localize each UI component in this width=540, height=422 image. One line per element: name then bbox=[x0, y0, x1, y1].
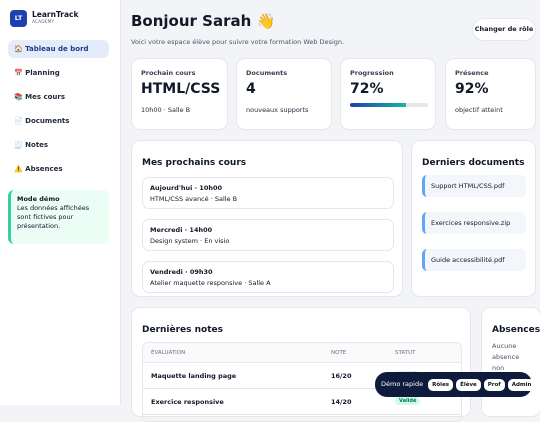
documents-card: Derniers documents Support HTML/CSS.pdf E… bbox=[411, 140, 536, 297]
progress-track bbox=[350, 103, 428, 107]
demo-note-text: Les données affichées sont fictives pour… bbox=[17, 204, 90, 230]
stat-label: Documents bbox=[246, 69, 288, 77]
grades-title: Dernières notes bbox=[142, 325, 223, 335]
documents-title: Derniers documents bbox=[422, 158, 525, 168]
brand-tagline: ACADEMY bbox=[32, 20, 55, 25]
table-cell: Exercice responsive bbox=[151, 398, 224, 406]
demo-bar-button[interactable]: Élève bbox=[456, 379, 481, 391]
stat-value: 4 bbox=[246, 81, 256, 97]
stat-card: Documents 4 nouveaux supports bbox=[236, 58, 332, 130]
nav-item[interactable]: 🧾 Notes bbox=[14, 141, 49, 149]
page-title: Bonjour Sarah 👋 bbox=[131, 12, 276, 30]
nav-item[interactable]: ⚠️ Absences bbox=[14, 165, 63, 173]
table-cell: 16/20 bbox=[331, 372, 352, 380]
table-header-cell: STATUT bbox=[395, 350, 416, 356]
demo-bar: Démo rapide Rôles Élève Prof Admin bbox=[375, 372, 536, 397]
absences-card: Absences Aucune absence non justifiée bbox=[481, 307, 540, 417]
demo-bar-button[interactable]: Rôles bbox=[428, 379, 454, 391]
progress-fill bbox=[350, 103, 407, 107]
stat-value: 92% bbox=[455, 81, 489, 97]
course-when: Vendredi · 09h30 bbox=[150, 268, 213, 276]
nav-item[interactable]: 🏠 Tableau de bord bbox=[8, 40, 109, 58]
course-what: Atelier maquette responsive · Salle A bbox=[150, 279, 271, 287]
table-header: ÉVALUATION NOTE STATUT bbox=[143, 343, 461, 363]
demo-note-title: Mode démo bbox=[17, 195, 60, 203]
status-badge: Validé bbox=[395, 397, 421, 405]
demo-bar-label: Démo rapide bbox=[381, 380, 424, 388]
course-when: Mercredi · 14h00 bbox=[150, 226, 213, 234]
stat-detail: 10h00 · Salle B bbox=[141, 106, 191, 114]
table-cell: Maquette landing page bbox=[151, 372, 237, 380]
grades-card: Dernières notes ÉVALUATION NOTE STATUT Maqu… bbox=[131, 307, 471, 422]
courses-title: Mes prochains cours bbox=[142, 158, 247, 168]
stat-label: Prochain cours bbox=[141, 69, 196, 77]
page-subtitle: Voici votre espace élève pour suivre vot… bbox=[131, 38, 345, 46]
demo-note: Mode démo Les données affichées sont fic… bbox=[8, 190, 109, 244]
nav-item[interactable]: 📅 Planning bbox=[14, 69, 60, 77]
brand-name: LearnTrack bbox=[32, 10, 79, 19]
table-header-cell: ÉVALUATION bbox=[151, 350, 186, 356]
change-role-button[interactable]: Changer de rôle bbox=[472, 18, 536, 41]
demo-bar-button[interactable]: Prof bbox=[483, 379, 505, 391]
stat-card: Présence 92% objectif atteint bbox=[445, 58, 536, 130]
course-when: Aujourd'hui · 10h00 bbox=[150, 184, 223, 192]
courses-card: Mes prochains cours Aujourd'hui · 10h00 H… bbox=[131, 140, 403, 297]
stat-card: Prochain cours HTML/CSS 10h00 · Salle B bbox=[131, 58, 228, 130]
course-item: Aujourd'hui · 10h00 HTML/CSS avancé · Sal… bbox=[142, 177, 394, 209]
course-what: HTML/CSS avancé · Salle B bbox=[150, 195, 238, 203]
stat-value: HTML/CSS bbox=[141, 81, 221, 97]
nav-item[interactable]: 📚 Mes cours bbox=[14, 93, 66, 101]
demo-bar-button[interactable]: Admin bbox=[507, 379, 536, 391]
stat-label: Progression bbox=[350, 69, 394, 77]
course-item: Vendredi · 09h30 Atelier maquette respons… bbox=[142, 261, 394, 293]
absences-title: Absences bbox=[492, 325, 540, 335]
logo: LT bbox=[10, 10, 27, 27]
document-item[interactable]: Guide accessibilité.pdf bbox=[422, 249, 526, 271]
stat-detail: nouveaux supports bbox=[246, 106, 309, 114]
stat-card: Progression 72% bbox=[340, 58, 436, 130]
document-item[interactable]: Exercices responsive.zip bbox=[422, 212, 526, 234]
course-what: Design system · En visio bbox=[150, 237, 230, 245]
table-cell: 14/20 bbox=[331, 398, 352, 406]
document-item[interactable]: Support HTML/CSS.pdf bbox=[422, 175, 526, 197]
stat-label: Présence bbox=[455, 69, 489, 77]
sidebar: LT LearnTrack ACADEMY 🏠 Tableau de bord 📅… bbox=[0, 0, 121, 405]
stat-value: 72% bbox=[350, 81, 384, 97]
table-header-cell: NOTE bbox=[331, 350, 347, 356]
stat-detail: objectif atteint bbox=[455, 106, 503, 114]
nav-item[interactable]: 📄 Documents bbox=[14, 117, 70, 125]
course-item: Mercredi · 14h00 Design system · En visio bbox=[142, 219, 394, 251]
